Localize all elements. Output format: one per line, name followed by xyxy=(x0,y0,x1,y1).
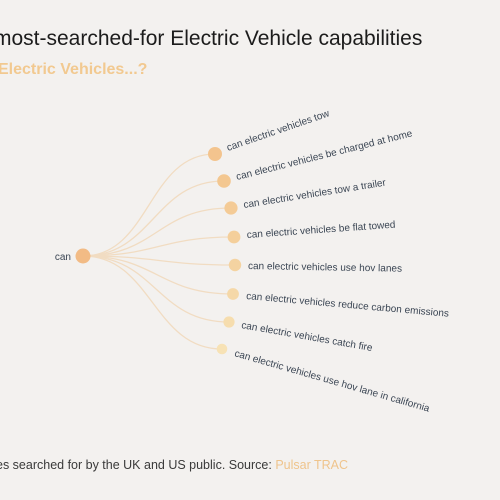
branch-node[interactable] xyxy=(227,288,239,300)
tree-link xyxy=(82,180,225,257)
tree-link xyxy=(82,207,232,257)
tree-link xyxy=(82,255,234,295)
tree-links xyxy=(82,153,236,350)
branch-node[interactable] xyxy=(223,316,235,328)
root-node-label: can xyxy=(55,252,71,263)
tree-link xyxy=(82,153,216,257)
branch-label: can electric vehicles be flat towed xyxy=(246,220,395,241)
branch-label: can electric vehicles catch fire xyxy=(240,320,373,354)
tree-branch-nodes xyxy=(208,147,242,355)
branch-label: can electric vehicles tow xyxy=(225,108,331,154)
root-node[interactable] xyxy=(75,248,91,264)
page-title: most-searched-for Electric Vehicle capab… xyxy=(0,27,423,50)
branch-label: can electric vehicles tow a trailer xyxy=(243,177,388,210)
tree-link xyxy=(82,255,236,266)
branch-node[interactable] xyxy=(216,343,228,355)
tree-branch-labels: can electric vehicles tow can electric v… xyxy=(225,108,449,415)
tree-link xyxy=(82,236,235,257)
tree-link xyxy=(82,255,230,323)
branch-node[interactable] xyxy=(217,174,231,188)
branch-label: can electric vehicles use hov lane in ca… xyxy=(233,348,431,414)
branch-node[interactable] xyxy=(208,147,222,161)
branch-node[interactable] xyxy=(227,230,241,244)
footer-text: es searched for by the UK and US public.… xyxy=(0,458,276,472)
branch-label: can electric vehicles reduce carbon emis… xyxy=(246,291,450,320)
source-link[interactable]: Pulsar TRAC xyxy=(275,458,349,472)
tree-link xyxy=(82,255,223,350)
branch-node[interactable] xyxy=(228,258,242,272)
branch-node[interactable] xyxy=(224,201,238,215)
source-footer: es searched for by the UK and US public.… xyxy=(0,458,348,472)
branch-label: can electric vehicles use hov lanes xyxy=(248,261,402,275)
page-subtitle: Electric Vehicles...? xyxy=(0,61,148,78)
